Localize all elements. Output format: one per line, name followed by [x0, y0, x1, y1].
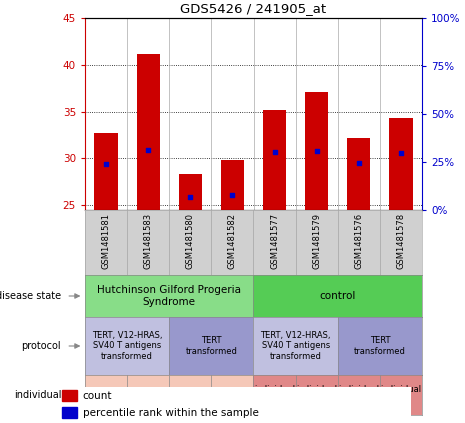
Text: control: control [319, 291, 356, 301]
Point [313, 148, 320, 155]
Text: patient 2: patient 2 [213, 390, 252, 399]
Bar [221, 160, 244, 210]
Point [145, 147, 152, 154]
Text: protocol: protocol [21, 341, 61, 351]
Text: individual
2: individual 2 [380, 385, 421, 405]
Bar [137, 54, 160, 210]
Text: GSM1481576: GSM1481576 [354, 213, 363, 269]
Point [186, 193, 194, 200]
Point [229, 191, 236, 198]
Text: GSM1481583: GSM1481583 [144, 213, 153, 269]
Text: disease state: disease state [0, 291, 61, 301]
Text: individual
1: individual 1 [254, 385, 295, 405]
Text: TERT, V12-HRAS,
SV40 T antigens
transformed: TERT, V12-HRAS, SV40 T antigens transfor… [92, 331, 162, 361]
Text: individual: individual [13, 390, 61, 400]
Bar [94, 133, 118, 210]
Text: GSM1481581: GSM1481581 [101, 213, 111, 269]
Text: patient 2: patient 2 [129, 390, 167, 399]
Text: patient 1: patient 1 [87, 390, 125, 399]
Bar [305, 92, 328, 210]
Text: GSM1481578: GSM1481578 [397, 213, 405, 269]
Text: GSM1481580: GSM1481580 [186, 213, 195, 269]
Text: GSM1481582: GSM1481582 [228, 213, 237, 269]
Bar [347, 138, 371, 210]
Bar [179, 174, 202, 210]
Point [397, 150, 405, 157]
Point [355, 159, 363, 166]
Text: TERT
transformed: TERT transformed [354, 336, 406, 356]
Bar [389, 118, 412, 210]
Bar [263, 110, 286, 210]
Point [271, 149, 278, 156]
Text: individual
1: individual 1 [338, 385, 379, 405]
Text: percentile rank within the sample: percentile rank within the sample [83, 409, 259, 418]
Bar [62, 390, 78, 401]
Text: TERT, V12-HRAS,
SV40 T antigens
transformed: TERT, V12-HRAS, SV40 T antigens transfor… [260, 331, 331, 361]
Text: count: count [83, 390, 112, 401]
Bar [62, 407, 78, 418]
Text: TERT
transformed: TERT transformed [186, 336, 237, 356]
Title: GDS5426 / 241905_at: GDS5426 / 241905_at [180, 3, 326, 16]
Point [102, 161, 110, 168]
Text: Hutchinson Gilford Progeria
Syndrome: Hutchinson Gilford Progeria Syndrome [97, 285, 241, 307]
Text: patient 1: patient 1 [172, 390, 209, 399]
Text: GSM1481579: GSM1481579 [312, 213, 321, 269]
Text: GSM1481577: GSM1481577 [270, 213, 279, 269]
Text: individual
2: individual 2 [296, 385, 337, 405]
